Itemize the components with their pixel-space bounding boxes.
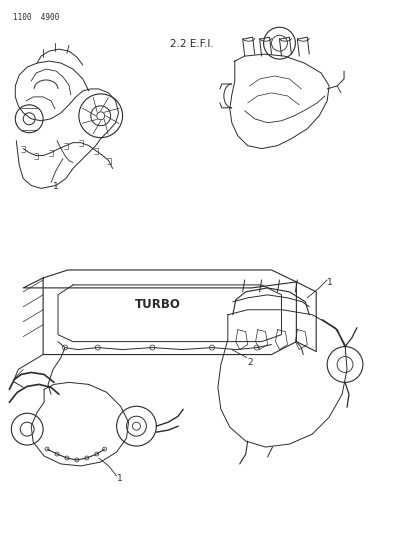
Text: TURBO: TURBO <box>134 298 180 311</box>
Text: 1: 1 <box>117 474 122 483</box>
Text: 1: 1 <box>53 182 59 191</box>
Text: 1100  4900: 1100 4900 <box>13 13 60 22</box>
Text: 1: 1 <box>327 278 333 287</box>
Text: 2: 2 <box>248 358 253 367</box>
Text: 2.2 E.F.I.: 2.2 E.F.I. <box>170 39 214 49</box>
